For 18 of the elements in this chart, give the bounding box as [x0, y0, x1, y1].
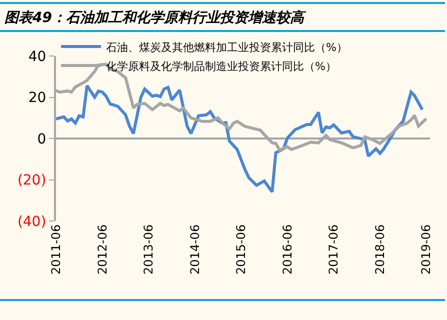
y-tick-label: (40) — [17, 214, 46, 230]
x-tick-label: 2012-06 — [95, 224, 110, 275]
legend-label: 石油、煤炭及其他燃料加工业投资累计同比（%） — [106, 40, 348, 54]
y-tick-label: 40 — [28, 48, 46, 65]
legend-label: 化学原料及化学制品制造业投资累计同比（%） — [106, 60, 336, 73]
x-tick-label: 2016-06 — [280, 224, 294, 275]
y-tick-label: (20) — [17, 172, 46, 189]
x-tick-label: 2018-06 — [372, 224, 387, 275]
x-tick-label: 2017-06 — [326, 224, 341, 275]
y-tick-label: 20 — [28, 90, 46, 106]
y-tick-label: 0 — [37, 131, 46, 148]
x-tick-label: 2019-06 — [419, 224, 434, 275]
chart-title: 图表49：石油加工和化学原料行业投资增速较高 — [4, 8, 307, 26]
x-tick-label: 2011-06 — [48, 224, 63, 275]
x-tick-label: 2013-06 — [142, 224, 156, 275]
x-tick-label: 2014-06 — [188, 224, 202, 275]
x-tick-label: 2015-06 — [234, 224, 248, 275]
line-series — [56, 84, 424, 194]
